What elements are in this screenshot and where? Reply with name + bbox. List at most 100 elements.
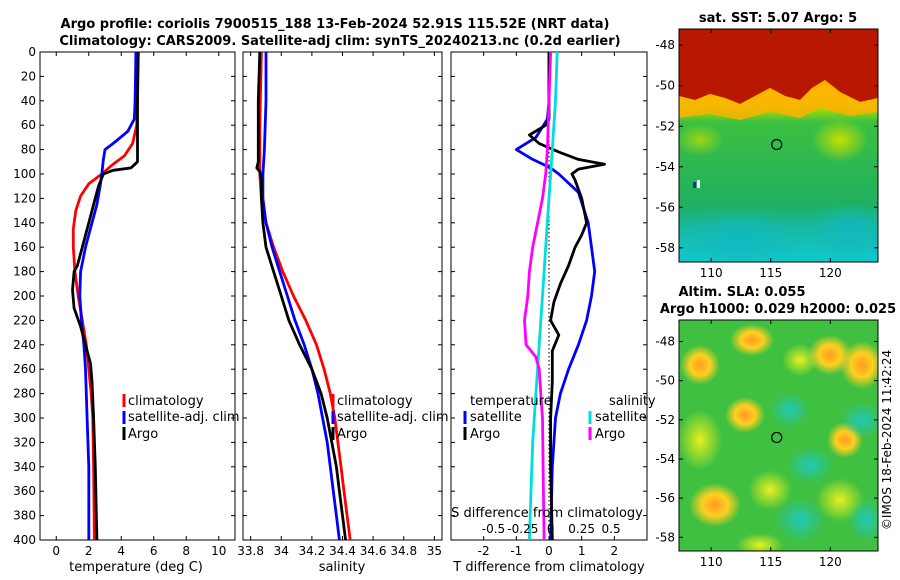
sst-map-x-ticks: 110 115 120 — [700, 29, 842, 280]
s-xtick-label: 34 — [274, 544, 289, 558]
difference-s-ticks: -0.5 -0.25 0 0.25 0.5 — [482, 522, 621, 536]
t-xtick-label: 2 — [85, 544, 93, 558]
salinity-lines — [255, 52, 352, 540]
sla-map-subtitle: Argo h1000: 0.029 h2000: 0.025 — [660, 302, 896, 317]
d-xtick-label: 2 — [611, 544, 619, 558]
latitude-tick-label: -56 — [655, 491, 675, 505]
series-line-s-argo — [523, 52, 552, 540]
d-xtick-label: -1 — [510, 544, 522, 558]
s-diff-tick-label: 0 — [547, 522, 555, 536]
difference-xlabel: T difference from climatology — [452, 560, 645, 575]
t-xtick-label: 8 — [182, 544, 190, 558]
difference-legend-t-satellite: satellite — [470, 410, 522, 425]
series-line-argo — [71, 52, 140, 540]
difference-legend-s-argo: Argo — [595, 427, 625, 442]
longitude-tick-label: 115 — [759, 555, 782, 569]
salinity-axes-frame — [242, 51, 443, 541]
temperature-y-ticks: 0 20 40 60 80 100 120 140 160 180 200 220 240 260 280 3… — [13, 45, 235, 547]
depth-tick-label: 320 — [13, 435, 36, 449]
series-line-climatology — [71, 52, 139, 540]
t-xtick-label: 0 — [52, 544, 60, 558]
salinity-legend-climatology: climatology — [337, 394, 413, 409]
depth-tick-label: 180 — [13, 265, 36, 279]
series-line-satellite-adj-clim — [78, 52, 138, 540]
sla-map-x-ticks: 110 115 120 — [700, 320, 842, 569]
longitude-tick-label: 120 — [819, 555, 842, 569]
temperature-lines — [71, 52, 140, 540]
temperature-legend-climatology: climatology — [128, 394, 204, 409]
salinity-legend-argo: Argo — [337, 427, 367, 442]
latitude-tick-label: -50 — [655, 374, 675, 388]
sla-map-argo-marker — [771, 431, 783, 444]
salinity-panel: 33.8 34 34.2 34.4 34.6 34.8 35 salinity climat… — [237, 51, 449, 575]
difference-top-xlabel: S difference from climatology — [451, 506, 643, 521]
depth-tick-label: 100 — [13, 167, 36, 181]
temperature-legend: climatology satellite-adj. clim Argo — [122, 394, 240, 442]
depth-tick-label: 80 — [21, 143, 36, 157]
salinity-legend-satellite: satellite-adj. clim — [337, 410, 449, 425]
temperature-panel: 0204060801001201401601802002202402602803… — [13, 45, 240, 575]
s-xtick-label: 33.8 — [237, 544, 264, 558]
depth-tick-label: 40 — [21, 94, 36, 108]
temperature-x-ticks: 0 2 4 6 8 10 — [52, 52, 226, 558]
s-xtick-label: 35 — [427, 544, 442, 558]
series-line-satellite-adj-clim — [261, 52, 341, 540]
latitude-tick-label: -48 — [655, 38, 675, 52]
t-xtick-label: 4 — [117, 544, 125, 558]
latitude-tick-label: -48 — [655, 335, 675, 349]
longitude-tick-label: 115 — [759, 266, 782, 280]
latitude-tick-label: -54 — [655, 160, 675, 174]
figure-title-line1: Argo profile: coriolis 7900515_188 13-Fe… — [61, 17, 610, 32]
d-xtick-label: -2 — [478, 544, 490, 558]
salinity-xlabel: salinity — [319, 560, 366, 575]
depth-tick-label: 200 — [13, 289, 36, 303]
depth-tick-label: 240 — [13, 338, 36, 352]
depth-tick-label: 260 — [13, 362, 36, 376]
s-diff-tick-label: 0.5 — [602, 522, 621, 536]
latitude-tick-label: -54 — [655, 452, 675, 466]
depth-tick-label: 120 — [13, 191, 36, 205]
depth-tick-label: 60 — [21, 118, 36, 132]
s-diff-tick-label: 0.25 — [568, 522, 595, 536]
figure-title-line2: Climatology: CARS2009. Satellite-adj cli… — [59, 34, 620, 49]
temperature-xlabel: temperature (deg C) — [69, 560, 203, 575]
latitude-tick-label: -56 — [655, 200, 675, 214]
imos-timestamp: ©IMOS 18-Feb-2024 11:42:24 — [880, 350, 894, 530]
depth-tick-label: 380 — [13, 509, 36, 523]
s-diff-tick-label: -0.5 — [482, 522, 505, 536]
sst-map-frame — [678, 28, 879, 263]
latitude-tick-label: -58 — [655, 241, 675, 255]
sla-map-y-ticks: -48 -50 -52 -54 -56 -58 — [655, 335, 878, 544]
depth-tick-label: 140 — [13, 216, 36, 230]
latitude-tick-label: -58 — [655, 530, 675, 544]
sst-map-image — [679, 29, 878, 262]
sla-map-image — [679, 320, 878, 551]
sla-map-frame — [678, 319, 879, 552]
s-diff-tick-label: -0.25 — [507, 522, 538, 536]
sst-map-title: sat. SST: 5.07 Argo: 5 — [699, 11, 857, 26]
depth-tick-label: 400 — [13, 533, 36, 547]
depth-tick-label: 300 — [13, 411, 36, 425]
sla-map-panel: Altim. SLA: 0.055 Argo h1000: 0.029 h200… — [655, 285, 896, 569]
latitude-tick-label: -52 — [655, 119, 675, 133]
series-line-t-argo — [528, 52, 606, 540]
t-xtick-label: 6 — [150, 544, 158, 558]
temperature-legend-satellite: satellite-adj. clim — [128, 410, 240, 425]
depth-tick-label: 220 — [13, 313, 36, 327]
salinity-y-ticks — [243, 51, 442, 541]
depth-tick-label: 0 — [28, 45, 36, 59]
depth-tick-label: 20 — [21, 69, 36, 83]
longitude-tick-label: 110 — [700, 555, 723, 569]
depth-tick-label: 360 — [13, 484, 36, 498]
series-line-s-satellite — [528, 52, 559, 540]
sla-map-title: Altim. SLA: 0.055 — [679, 285, 806, 300]
difference-legend-t-argo: Argo — [470, 427, 500, 442]
difference-legend: temperature salinity satellite Argo sate… — [463, 394, 656, 442]
t-xtick-label: 10 — [211, 544, 226, 558]
series-line-argo — [255, 52, 347, 540]
difference-x-ticks: -2 -1 0 1 2 — [478, 52, 618, 558]
sst-map-panel: sat. SST: 5.07 Argo: 5 -48 -50 -52 -54 -56 -5… — [655, 11, 879, 280]
depth-tick-label: 160 — [13, 240, 36, 254]
s-xtick-label: 34.6 — [360, 544, 387, 558]
